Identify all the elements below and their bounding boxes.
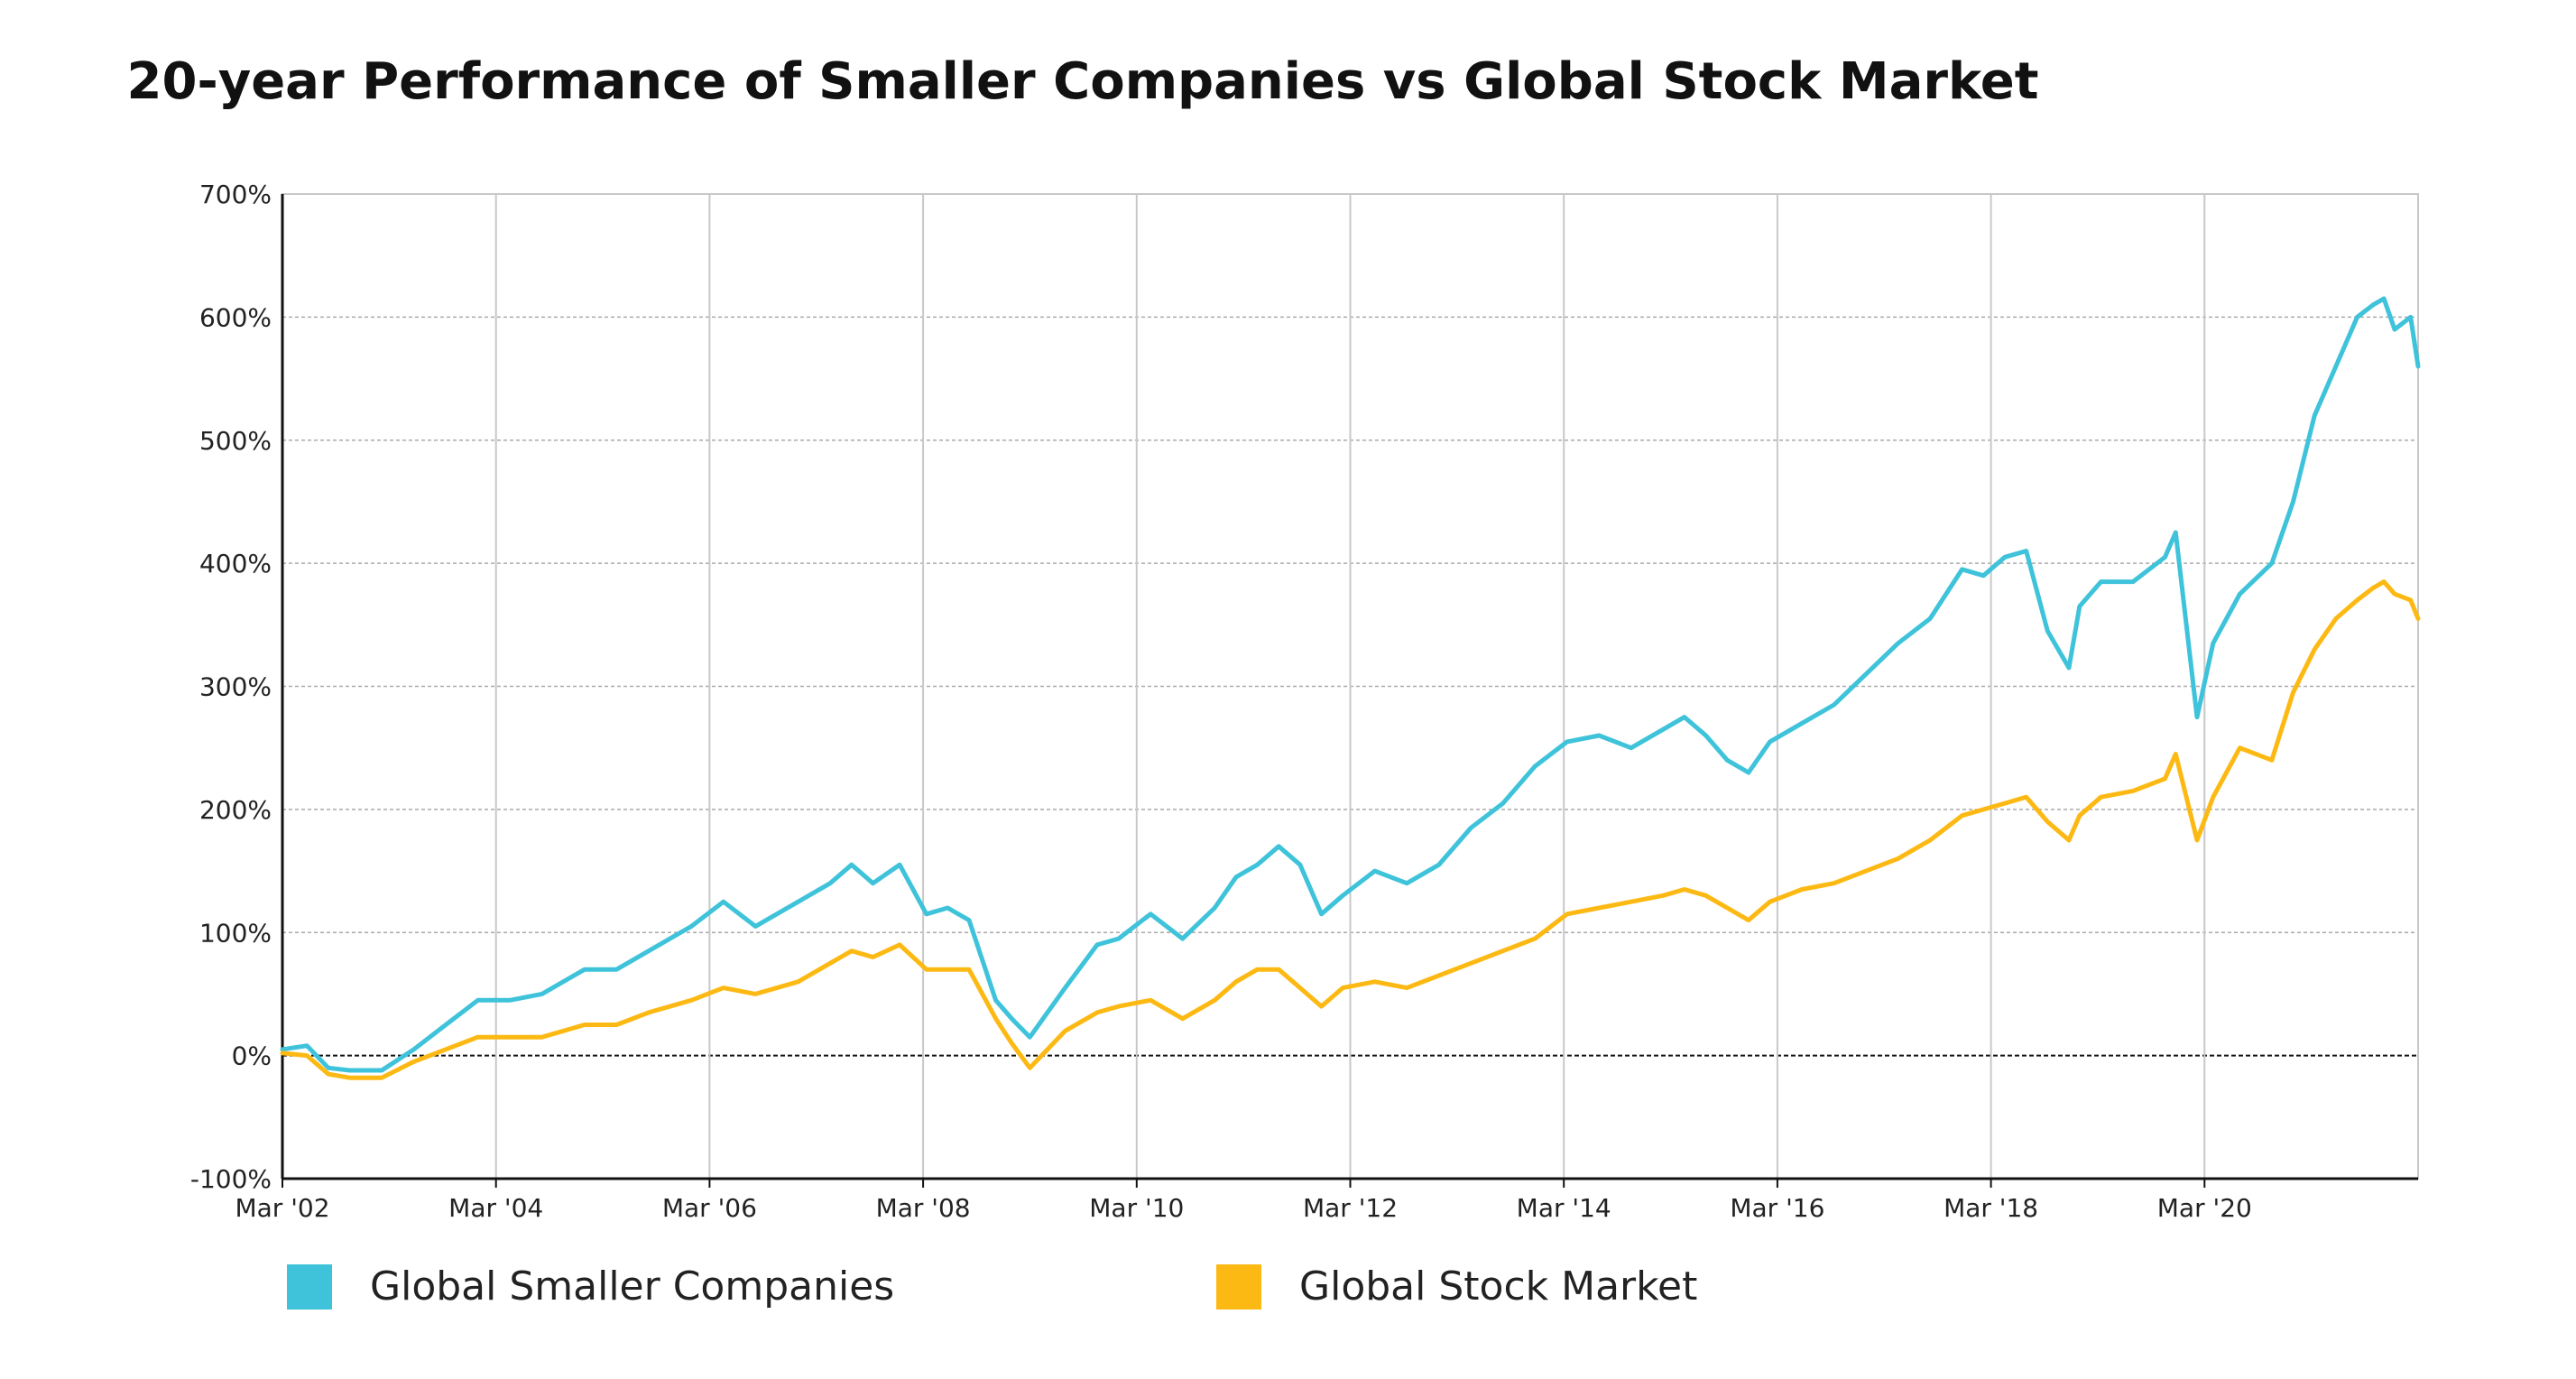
chart-title: 20-year Performance of Smaller Companies… xyxy=(126,52,2039,111)
x-tick-label: Mar '06 xyxy=(662,1193,757,1223)
y-tick-label: 300% xyxy=(199,672,272,702)
y-tick-label: 400% xyxy=(199,549,272,578)
x-tick-label: Mar '20 xyxy=(2157,1193,2252,1223)
x-tick-label: Mar '08 xyxy=(876,1193,971,1223)
x-tick-label: Mar '14 xyxy=(1517,1193,1611,1223)
x-tick-label: Mar '16 xyxy=(1730,1193,1824,1223)
x-tick-label: Mar '04 xyxy=(448,1193,543,1223)
x-tick-label: Mar '02 xyxy=(235,1193,329,1223)
y-tick-label: 700% xyxy=(199,180,272,209)
legend-swatch-stock-market xyxy=(1216,1263,1261,1310)
y-tick-label: 600% xyxy=(199,302,272,332)
legend-item-stock-market: Global Stock Market xyxy=(1216,1263,1697,1310)
legend-label-smaller-companies: Global Smaller Companies xyxy=(370,1263,895,1310)
x-tick-label: Mar '18 xyxy=(1944,1193,2038,1223)
y-tick-label: 200% xyxy=(199,795,272,825)
series-layer xyxy=(280,296,2421,1080)
y-tick-label: 0% xyxy=(232,1041,272,1071)
x-tick-label: Mar '12 xyxy=(1303,1193,1398,1223)
x-tick-label: Mar '10 xyxy=(1089,1193,1184,1223)
series-line-smaller-companies xyxy=(280,296,2421,1073)
y-tick-label: 500% xyxy=(199,426,272,456)
grid-layer xyxy=(282,194,2418,1179)
series-line-stock-market xyxy=(280,579,2421,1080)
axis-layer xyxy=(281,193,2419,1188)
legend-swatch-smaller-companies xyxy=(287,1263,332,1310)
legend-item-smaller-companies: Global Smaller Companies xyxy=(287,1263,894,1310)
tick-labels: 700%600%500%400%300%200%100%0%-100%Mar '… xyxy=(190,180,2252,1223)
y-tick-label: -100% xyxy=(190,1164,272,1194)
y-tick-label: 100% xyxy=(199,918,272,948)
legend-label-stock-market: Global Stock Market xyxy=(1299,1263,1698,1310)
